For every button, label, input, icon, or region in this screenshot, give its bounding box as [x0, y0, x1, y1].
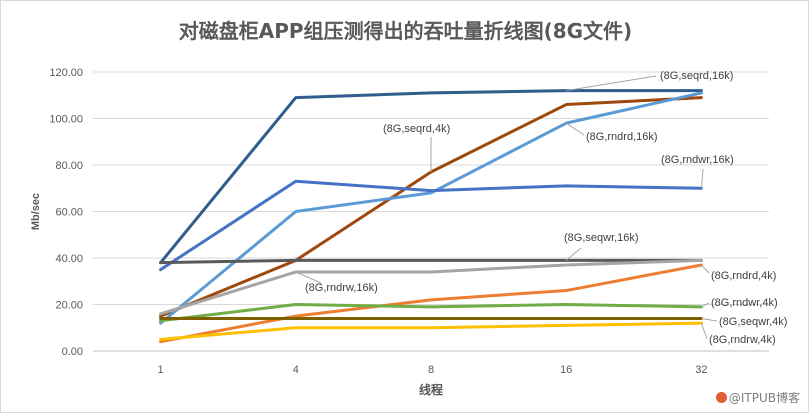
series-line [159, 258, 703, 316]
series-line [159, 89, 703, 265]
x-tick-label: 1 [158, 364, 164, 376]
data-label: (8G,seqwr,4k) [719, 316, 787, 328]
watermark: @ITPUB博客 [715, 389, 800, 406]
y-tick-label: 120.00 [49, 67, 83, 79]
leader-line [700, 322, 708, 340]
leader-line [701, 302, 710, 308]
y-tick-label: 100.00 [49, 114, 83, 126]
series-line [159, 321, 703, 341]
leader-line [565, 122, 585, 136]
data-label: (8G,rndrw,16k) [305, 282, 378, 294]
x-axis-title: 线程 [419, 382, 443, 397]
y-axis-title: Mb/sec [30, 193, 42, 230]
y-tick-label: 0.00 [62, 346, 83, 358]
x-tick-label: 32 [695, 364, 707, 376]
watermark-text: @ITPUB博客 [728, 391, 800, 405]
x-tick-label: 8 [428, 364, 434, 376]
series-line [159, 91, 703, 325]
series-line [159, 258, 703, 265]
leader-line [565, 247, 582, 261]
chart-title: 对磁盘柜APP组压测得出的吞吐量折线图(8G文件) [178, 19, 633, 43]
data-label: (8G,rndrw,4k) [709, 334, 776, 346]
leader-line [295, 271, 322, 284]
y-tick-label: 20.00 [55, 300, 83, 312]
data-label: (8G,rndwr,16k) [661, 154, 734, 166]
y-tick-label: 40.00 [55, 253, 83, 265]
data-label: (8G,rndrd,4k) [711, 270, 776, 282]
data-label: (8G,rndrd,16k) [586, 131, 658, 143]
itpub-logo-icon [715, 392, 727, 403]
x-tick-label: 16 [560, 364, 572, 376]
data-label: (8G,rndwr,4k) [711, 297, 778, 309]
y-tick-label: 60.00 [55, 207, 83, 219]
leader-line [566, 75, 657, 92]
y-tick-label: 80.00 [55, 160, 83, 172]
series-line [159, 303, 703, 323]
data-label: (8G,seqwr,16k) [564, 232, 639, 244]
leader-line [700, 168, 704, 189]
series-line [159, 179, 703, 272]
data-label: (8G,seqrd,16k) [660, 70, 733, 82]
x-tick-label: 4 [293, 364, 299, 376]
leader-line [701, 317, 718, 322]
leader-line [701, 264, 710, 274]
series-line [159, 263, 703, 344]
data-label: (8G,seqrd,4k) [383, 123, 450, 135]
